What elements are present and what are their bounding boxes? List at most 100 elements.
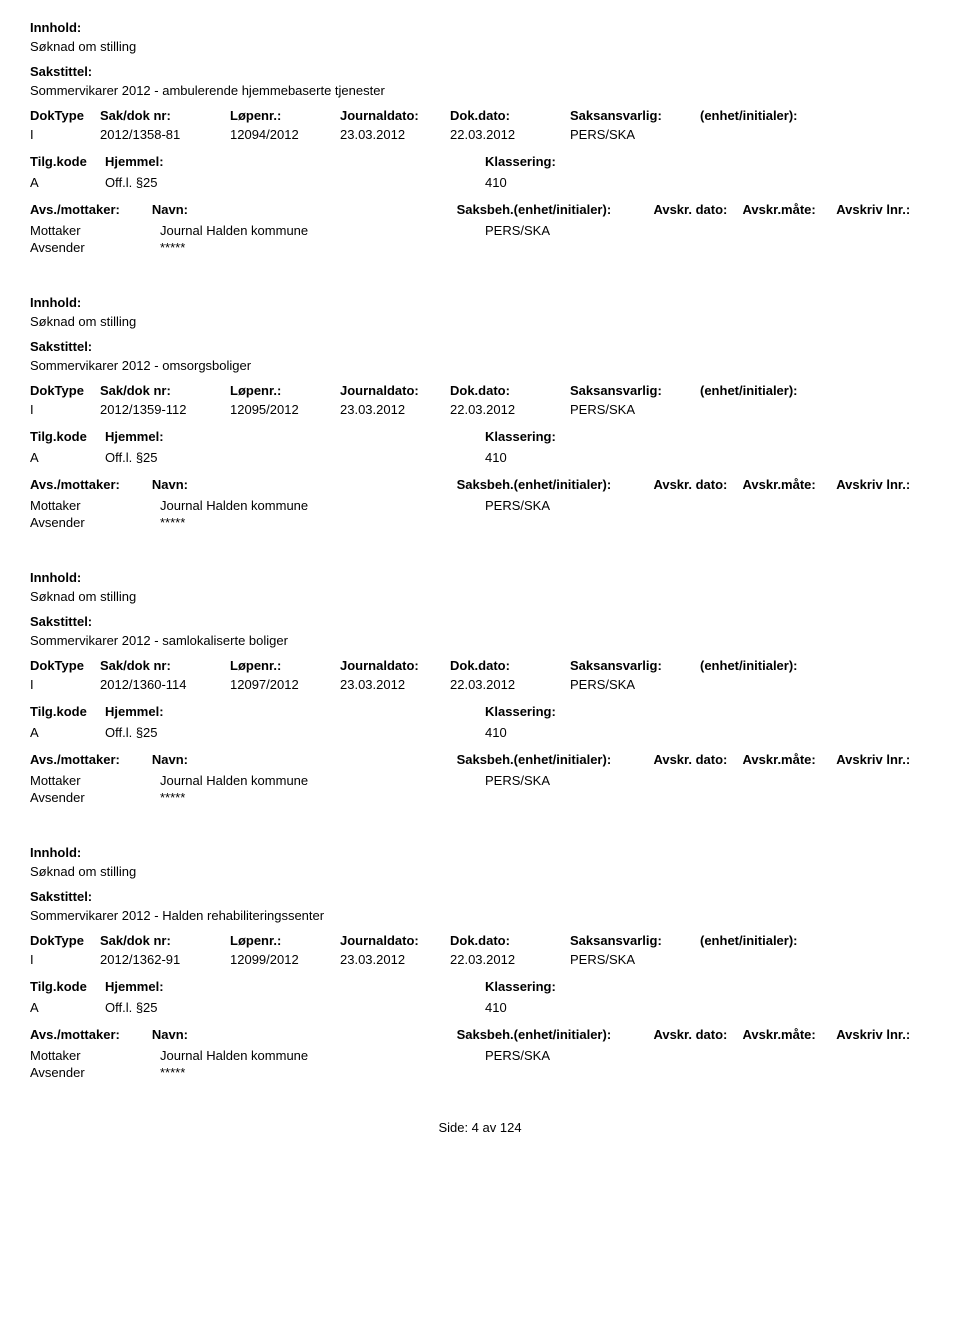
innhold-label: Innhold: [30,570,930,585]
tilgkode-value: A [30,725,105,740]
avskrdato-header: Avskr. dato: [653,202,742,217]
sakdok-header: Sak/dok nr: [100,108,230,123]
avsender-name: ***** [160,1065,485,1080]
avskrlnr-header: Avskriv lnr.: [836,752,930,767]
navn-header: Navn: [152,477,457,492]
hjemmel-header: Hjemmel: [105,979,485,994]
journaldato-value: 23.03.2012 [340,952,450,967]
avsender-role: Avsender [30,515,160,530]
tilgkode-header: Tilg.kode [30,154,105,169]
innhold-value: Søknad om stilling [30,39,930,54]
klassering-header: Klassering: [485,154,685,169]
avs-header-row: Avs./mottaker: Navn: Saksbeh.(enhet/init… [30,477,930,496]
avskrmate-header: Avskr.måte: [743,477,837,492]
avskrmate-header: Avskr.måte: [743,752,837,767]
mottaker-name: Journal Halden kommune [160,223,485,238]
doktype-header: DokType [30,658,100,673]
tilg-header-row: Tilg.kode Hjemmel: Klassering: [30,154,930,173]
dokdato-header: Dok.dato: [450,658,570,673]
journaldato-value: 23.03.2012 [340,402,450,417]
klassering-value: 410 [485,725,685,740]
doktype-header: DokType [30,108,100,123]
doc-value-row: I 2012/1362-91 12099/2012 23.03.2012 22.… [30,952,930,967]
avsender-saksbeh [485,1065,695,1080]
journaldato-header: Journaldato: [340,933,450,948]
mottaker-role: Mottaker [30,223,160,238]
avskrdato-header: Avskr. dato: [653,752,742,767]
saksbeh-header: Saksbeh.(enhet/initialer): [457,1027,654,1042]
innhold-value: Søknad om stilling [30,864,930,879]
avsender-name: ***** [160,515,485,530]
saksansvarlig-value: PERS/SKA [570,952,700,967]
tilgkode-header: Tilg.kode [30,979,105,994]
tilg-value-row: A Off.l. §25 410 [30,450,930,465]
saksbeh-header: Saksbeh.(enhet/initialer): [457,477,654,492]
lopenr-value: 12094/2012 [230,127,340,142]
sakdok-header: Sak/dok nr: [100,383,230,398]
tilg-header-row: Tilg.kode Hjemmel: Klassering: [30,704,930,723]
avsender-role: Avsender [30,1065,160,1080]
lopenr-header: Løpenr.: [230,108,340,123]
avskrlnr-header: Avskriv lnr.: [836,1027,930,1042]
lopenr-value: 12095/2012 [230,402,340,417]
tilg-header-row: Tilg.kode Hjemmel: Klassering: [30,429,930,448]
innhold-value: Søknad om stilling [30,314,930,329]
tilg-value-row: A Off.l. §25 410 [30,175,930,190]
tilgkode-value: A [30,1000,105,1015]
doc-header-row: DokType Sak/dok nr: Løpenr.: Journaldato… [30,658,930,673]
mottaker-row: Mottaker Journal Halden kommune PERS/SKA [30,498,930,513]
sakdok-value: 2012/1358-81 [100,127,230,142]
journal-entry: Innhold: Søknad om stilling Sakstittel: … [30,845,930,1080]
sakdok-value: 2012/1360-114 [100,677,230,692]
navn-header: Navn: [152,752,457,767]
saksansvarlig-value: PERS/SKA [570,402,700,417]
innhold-value: Søknad om stilling [30,589,930,604]
saksbeh-header: Saksbeh.(enhet/initialer): [457,202,654,217]
sakstittel-label: Sakstittel: [30,614,930,629]
innhold-label: Innhold: [30,20,930,35]
enhet-value [700,127,880,142]
mottaker-row: Mottaker Journal Halden kommune PERS/SKA [30,773,930,788]
sakstittel-value: Sommervikarer 2012 - ambulerende hjemmeb… [30,83,930,98]
sakdok-value: 2012/1359-112 [100,402,230,417]
lopenr-value: 12099/2012 [230,952,340,967]
avsender-saksbeh [485,790,695,805]
dokdato-header: Dok.dato: [450,383,570,398]
tilgkode-header: Tilg.kode [30,429,105,444]
journal-entry: Innhold: Søknad om stilling Sakstittel: … [30,570,930,805]
avskrlnr-header: Avskriv lnr.: [836,202,930,217]
page-footer: Side: 4 av 124 [30,1120,930,1135]
tilgkode-header: Tilg.kode [30,704,105,719]
lopenr-header: Løpenr.: [230,933,340,948]
avsmottaker-header: Avs./mottaker: [30,1027,152,1042]
journal-entry: Innhold: Søknad om stilling Sakstittel: … [30,295,930,530]
tilg-value-row: A Off.l. §25 410 [30,725,930,740]
hjemmel-header: Hjemmel: [105,429,485,444]
avsender-saksbeh [485,240,695,255]
avsender-row: Avsender ***** [30,240,930,255]
avs-header-row: Avs./mottaker: Navn: Saksbeh.(enhet/init… [30,1027,930,1046]
tilgkode-value: A [30,450,105,465]
doktype-value: I [30,402,100,417]
mottaker-name: Journal Halden kommune [160,498,485,513]
doc-header-row: DokType Sak/dok nr: Løpenr.: Journaldato… [30,933,930,948]
avskrdato-header: Avskr. dato: [653,1027,742,1042]
avskrdato-header: Avskr. dato: [653,477,742,492]
sakstittel-label: Sakstittel: [30,339,930,354]
avskrlnr-header: Avskriv lnr.: [836,477,930,492]
avskrmate-header: Avskr.måte: [743,202,837,217]
avsender-row: Avsender ***** [30,790,930,805]
saksansvarlig-header: Saksansvarlig: [570,108,700,123]
hjemmel-value: Off.l. §25 [105,175,485,190]
dokdato-value: 22.03.2012 [450,952,570,967]
saksansvarlig-value: PERS/SKA [570,677,700,692]
saksbeh-header: Saksbeh.(enhet/initialer): [457,752,654,767]
journaldato-header: Journaldato: [340,383,450,398]
saksansvarlig-value: PERS/SKA [570,127,700,142]
mottaker-role: Mottaker [30,773,160,788]
hjemmel-header: Hjemmel: [105,704,485,719]
tilgkode-value: A [30,175,105,190]
doktype-value: I [30,952,100,967]
avsender-name: ***** [160,790,485,805]
dokdato-value: 22.03.2012 [450,677,570,692]
